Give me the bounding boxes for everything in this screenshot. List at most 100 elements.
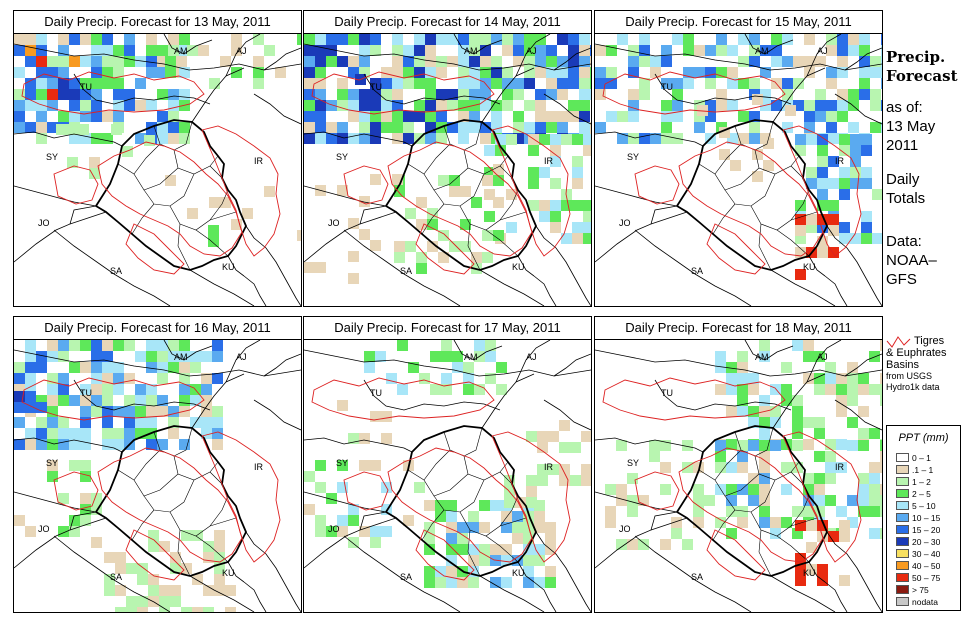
precip-cell: [326, 56, 337, 67]
basin-line: [706, 529, 766, 581]
precip-cell: [337, 122, 348, 133]
border-line: [744, 340, 794, 361]
precip-cell: [424, 577, 435, 588]
precip-cell: [727, 45, 738, 56]
precip-cell: [815, 100, 826, 111]
precip-cell: [493, 197, 504, 208]
precip-cell: [113, 67, 124, 78]
precip-cell: [304, 89, 315, 100]
border-line: [650, 517, 688, 531]
precip-cell: [705, 111, 716, 122]
precip-cell: [759, 417, 770, 428]
basin-line: [706, 223, 766, 275]
precip-cell: [370, 133, 381, 144]
precip-cell: [748, 373, 759, 384]
precip-cell: [447, 122, 458, 133]
border-line: [189, 575, 255, 612]
precip-cell: [523, 511, 534, 522]
precip-cell: [848, 100, 859, 111]
precip-cell: [113, 439, 124, 450]
precip-cell: [749, 45, 760, 56]
precip-cell: [78, 124, 89, 135]
precip-cell: [534, 500, 545, 511]
border-line: [14, 43, 301, 71]
precip-cell: [534, 522, 545, 533]
precip-cell: [58, 78, 69, 89]
country-label: TU: [80, 388, 92, 398]
precip-cell: [425, 56, 436, 67]
precip-cell: [814, 384, 825, 395]
precip-cell: [491, 34, 502, 45]
precip-cell: [436, 111, 447, 122]
precip-cell: [836, 373, 847, 384]
precip-cell: [715, 517, 726, 528]
precip-cell: [91, 493, 102, 504]
precip-cell: [370, 45, 381, 56]
precip-cell: [817, 156, 828, 167]
precip-cell: [760, 89, 771, 100]
country-label: JO: [328, 524, 340, 534]
precip-cell: [850, 167, 861, 178]
precip-cell: [14, 384, 25, 395]
precip-cell: [496, 362, 507, 373]
country-label: IR: [835, 156, 845, 166]
precip-cell: [212, 351, 223, 362]
precip-cell: [414, 78, 425, 89]
forecast-map: AM AJ TU SY IR JO SA KU: [304, 34, 591, 306]
precip-cell: [424, 533, 435, 544]
legend-label: > 75: [912, 584, 929, 595]
precip-cell: [392, 78, 403, 89]
precip-cell: [214, 574, 225, 585]
precip-cell: [425, 67, 436, 78]
precip-cell: [458, 34, 469, 45]
precip-cell: [392, 133, 403, 144]
precip-cell: [359, 100, 370, 111]
precip-cell: [770, 406, 781, 417]
precip-cell: [572, 134, 583, 145]
precip-cell: [144, 135, 155, 146]
precip-cell: [304, 122, 315, 133]
province-border: [459, 189, 519, 231]
border-line: [14, 491, 97, 513]
precip-cell: [694, 111, 705, 122]
precip-cell: [491, 100, 502, 111]
precip-cell: [435, 577, 446, 588]
precip-cell: [716, 67, 727, 78]
basin-outlines: [21, 377, 281, 581]
basin-line: [311, 377, 495, 421]
precip-cell: [80, 362, 91, 373]
precip-cell: [548, 431, 559, 442]
precip-cell: [102, 133, 113, 144]
precip-cell: [861, 222, 872, 233]
precip-cell: [91, 45, 102, 56]
precip-cell: [148, 574, 159, 585]
precip-cell: [550, 222, 561, 233]
legend-swatch: [896, 465, 909, 474]
precip-cell: [192, 607, 203, 612]
precip-cell: [359, 67, 370, 78]
precip-cell: [782, 122, 793, 133]
precip-cell: [628, 89, 639, 100]
precip-cell: [501, 522, 512, 533]
precip-cell: [826, 111, 837, 122]
precip-cell: [58, 351, 69, 362]
precip-cell: [359, 133, 370, 144]
sidebar-asof: as of: 13 May 2011: [886, 98, 966, 155]
precip-cell: [859, 78, 870, 89]
border-line: [304, 349, 591, 377]
precip-cell: [557, 122, 568, 133]
precip-cell: [370, 122, 381, 133]
precip-cell: [502, 45, 513, 56]
precip-cell: [14, 67, 25, 78]
border-line: [163, 34, 213, 55]
precip-cell: [557, 56, 568, 67]
precip-cell: [839, 575, 850, 586]
precip-cell: [806, 542, 817, 553]
border-line: [304, 205, 387, 263]
precip-cell: [231, 67, 242, 78]
precip-cell: [14, 391, 25, 402]
precip-cell: [113, 340, 124, 351]
border-line: [14, 205, 97, 263]
precip-cell: [102, 406, 113, 417]
border-line: [650, 211, 688, 225]
